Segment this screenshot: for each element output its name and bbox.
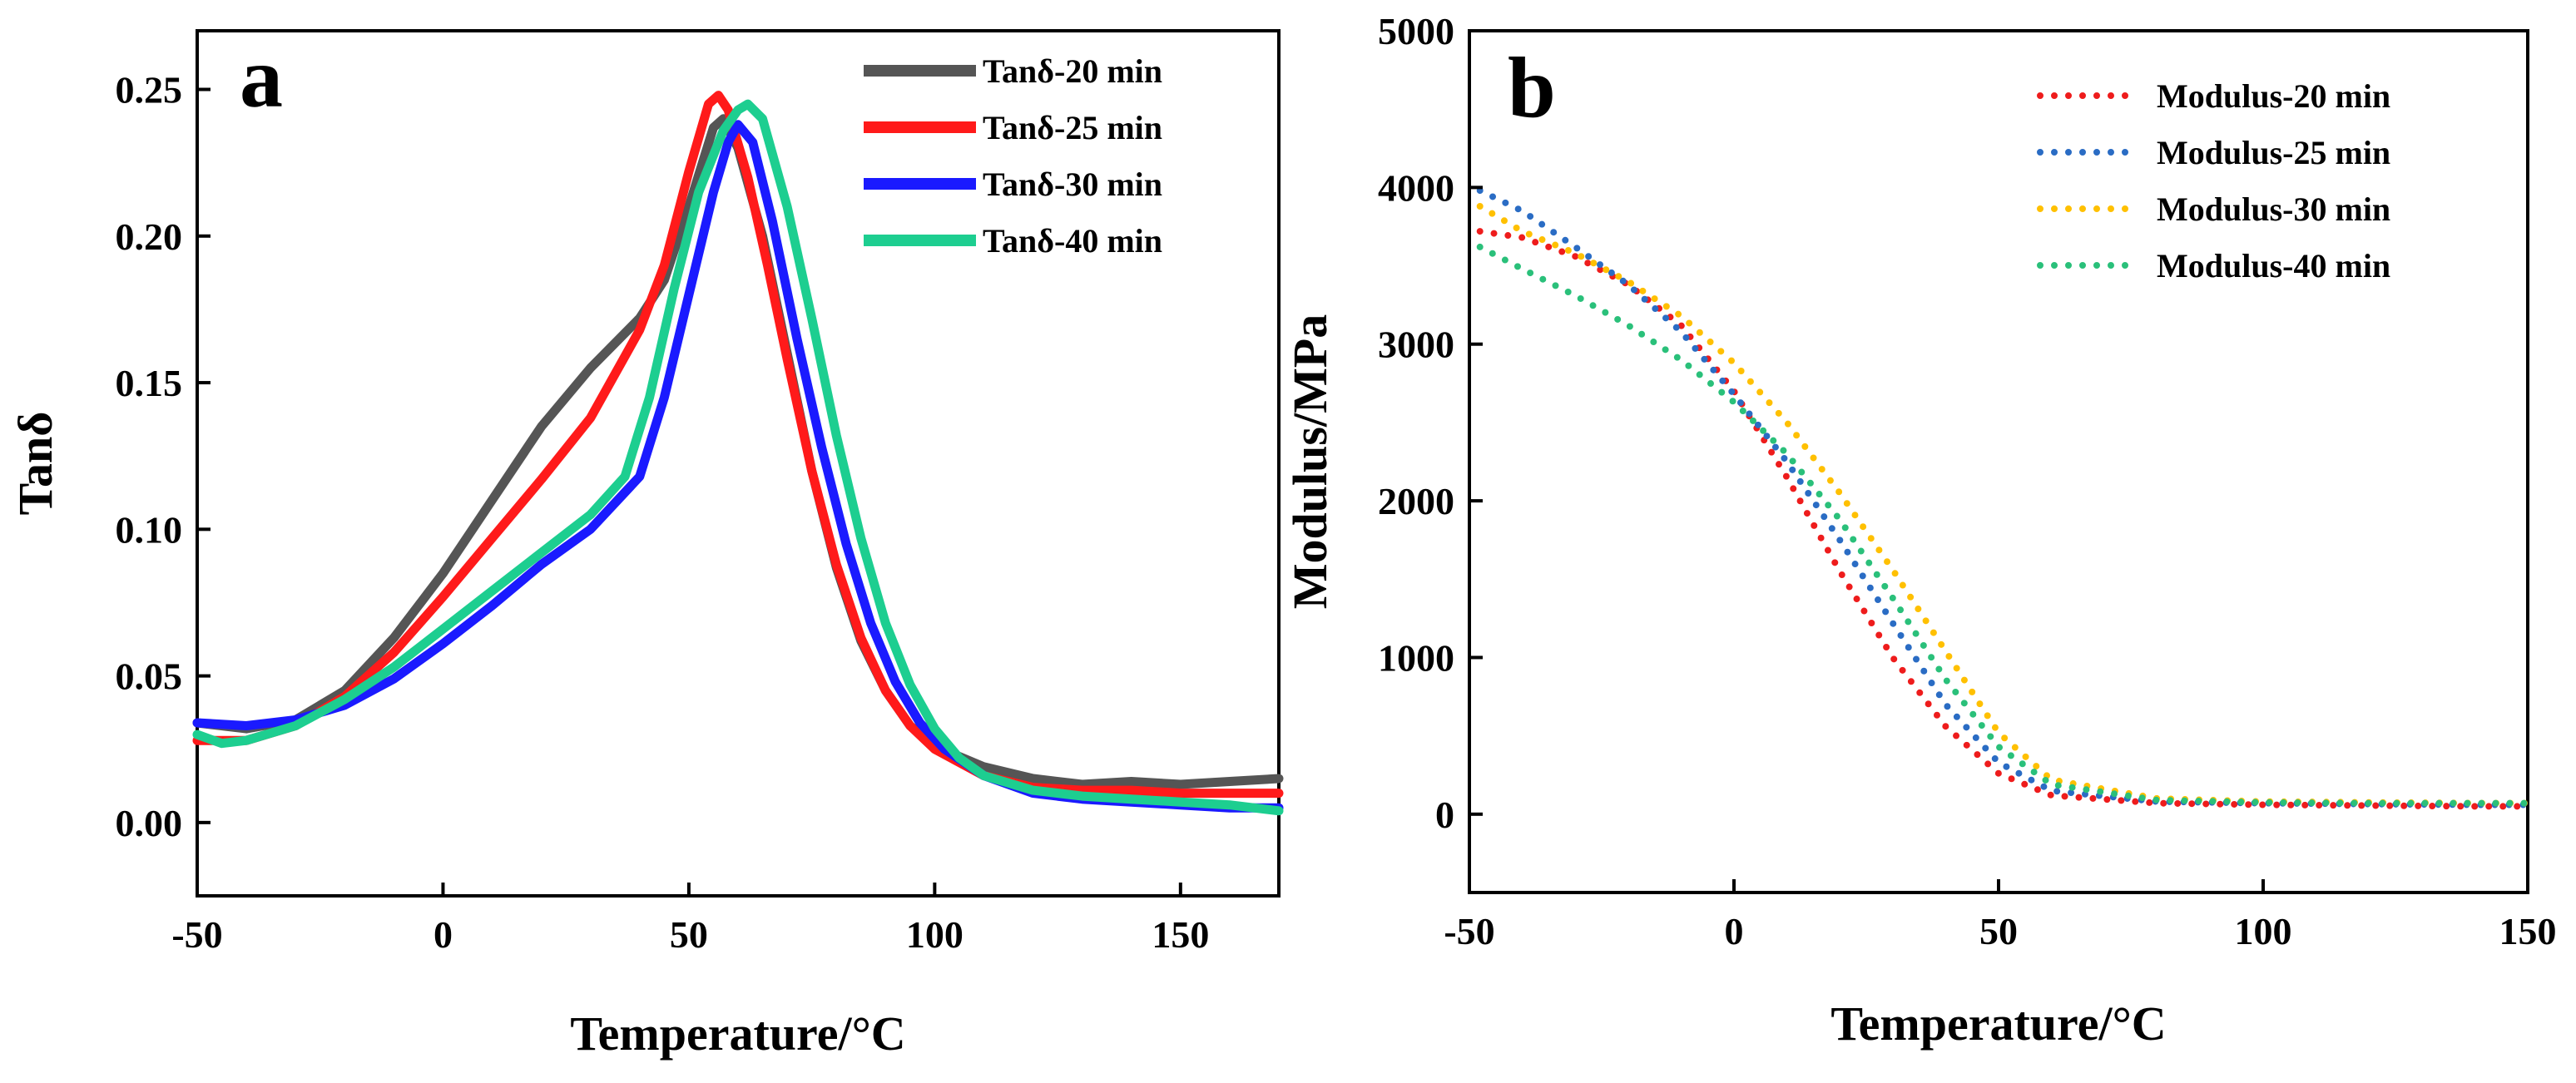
a-x-tick-label: 50 (670, 913, 708, 956)
panel-b-legend: Modulus-20 min Modulus-25 min Modulus-30 m… (2037, 77, 2390, 284)
b-x-tick-label: 50 (1979, 910, 2018, 952)
b-series-dots-3 (1476, 243, 2531, 807)
panel-a-label: a (240, 30, 283, 126)
panel-a-y-axis: 0.00 0.05 0.10 0.15 0.20 0.25 (116, 69, 211, 844)
panel-b-label: b (1508, 40, 1556, 136)
b-y-tick-label: 5000 (1378, 10, 1454, 52)
panel-b-x-axis-title: Temperature/°C (1830, 996, 2166, 1051)
a-legend-label-0: Tanδ-20 min (983, 52, 1162, 90)
panel-b-y-axis-title: Modulus/MPa (1283, 314, 1337, 610)
b-y-tick-label: 3000 (1378, 324, 1454, 366)
a-x-tick-label: -50 (171, 913, 222, 956)
b-y-tick-label: 1000 (1378, 636, 1454, 679)
b-legend-label-2: Modulus-30 min (2157, 190, 2390, 228)
a-legend-label-3: Tanδ-40 min (983, 222, 1162, 260)
b-y-tick-label: 0 (1435, 794, 1454, 836)
panel-a-x-axis-title: Temperature/°C (570, 1006, 905, 1061)
a-y-tick-label: 0.15 (116, 362, 183, 404)
b-x-tick-label: 100 (2235, 910, 2292, 952)
a-y-tick-label: 0.25 (116, 69, 183, 111)
panel-a-y-axis-title: Tanδ (8, 412, 62, 516)
b-series-dots-2 (1476, 203, 2531, 807)
b-x-tick-label: 150 (2499, 910, 2557, 952)
panel-a-legend: Tanδ-20 min Tanδ-25 min Tanδ-30 min Tanδ-40… (864, 52, 1162, 260)
a-series-line-3 (192, 99, 1284, 816)
b-legend-label-0: Modulus-20 min (2157, 77, 2390, 115)
a-x-tick-label: 100 (906, 913, 964, 956)
b-x-tick-label: -50 (1444, 910, 1494, 952)
a-x-tick-label: 150 (1152, 913, 1209, 956)
b-series-dots-0 (1476, 228, 2531, 810)
a-y-tick-label: 0.20 (116, 215, 183, 258)
a-y-tick-label: 0.00 (116, 802, 183, 844)
a-legend-label-1: Tanδ-25 min (983, 109, 1162, 146)
panel-a-series-group (192, 91, 1284, 816)
b-x-tick-label: 0 (1725, 910, 1744, 952)
panel-a-plot-frame (196, 29, 1281, 898)
b-y-tick-label: 2000 (1378, 480, 1454, 522)
panel-b-series-group (1476, 187, 2531, 810)
a-legend-label-2: Tanδ-30 min (983, 166, 1162, 203)
a-x-tick-label: 0 (433, 913, 453, 956)
b-y-tick-label: 4000 (1378, 166, 1454, 209)
a-y-tick-label: 0.10 (116, 508, 183, 551)
panel-a-tan-delta-chart: -50 0 50 100 150 0.000.050.100.150.200.25 a … (8, 29, 1284, 1061)
b-legend-label-3: Modulus-40 min (2157, 247, 2390, 284)
panel-b-y-axis: 0 1000 2000 3000 4000 5000 (1378, 10, 1483, 836)
panel-b-modulus-chart: -50 0 50 100 150 0 1000 2000 3000 4000 5000 b Tem… (1283, 10, 2557, 1051)
a-y-tick-label: 0.05 (116, 655, 183, 698)
panel-b-x-axis: -50 0 50 100 150 (1444, 879, 2557, 952)
panel-a-x-axis: -50 0 50 100 150 (171, 883, 1209, 956)
b-legend-label-1: Modulus-25 min (2157, 134, 2390, 171)
